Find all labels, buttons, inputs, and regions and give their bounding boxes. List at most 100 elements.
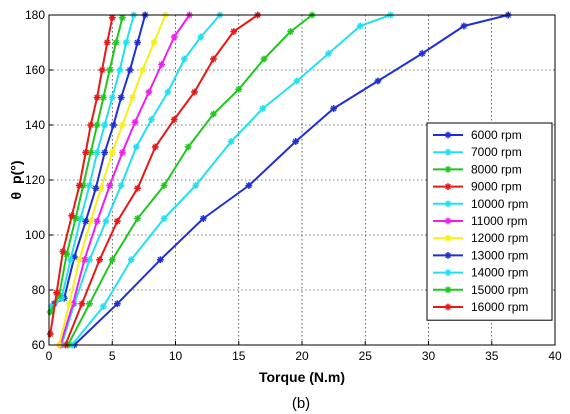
legend-label: 15000 rpm: [471, 283, 528, 297]
legend-entry: 7000 rpm: [433, 145, 522, 159]
data-point: [78, 300, 86, 308]
tick-labels: 0 5 10 15 20 25 30 35 40 60 80 100 120 140 160 180: [25, 8, 562, 363]
data-point: [191, 88, 198, 96]
data-point: [75, 256, 83, 264]
data-point: [117, 94, 125, 101]
data-point: [259, 105, 267, 112]
data-point: [108, 14, 116, 22]
y-tick-label: 60: [32, 338, 46, 352]
data-point: [150, 39, 158, 46]
legend-marker: [444, 252, 452, 259]
data-point: [93, 149, 101, 156]
x-axis-label: Torque (N.m): [259, 369, 345, 385]
data-point: [102, 217, 110, 225]
y-tick-label: 140: [25, 118, 45, 132]
legend-entry: 10000 rpm: [433, 197, 528, 211]
data-point: [260, 55, 268, 63]
legend-marker: [444, 303, 452, 311]
data-point: [53, 289, 60, 297]
data-point: [106, 182, 114, 189]
data-point: [118, 121, 126, 129]
legend-label: 16000 rpm: [471, 300, 528, 314]
legend-marker: [444, 166, 452, 173]
data-point: [235, 85, 243, 93]
legend-marker: [444, 234, 452, 242]
y-axis-label-unit: (°): [8, 160, 24, 175]
data-point: [148, 116, 155, 123]
legend-label: 10000 rpm: [471, 197, 528, 211]
data-point: [70, 253, 78, 261]
series-16000-rpm: [46, 14, 116, 338]
x-tick-label: 5: [109, 349, 116, 363]
data-point: [127, 256, 135, 264]
data-point: [87, 121, 95, 129]
data-point: [101, 121, 109, 129]
data-point: [330, 105, 338, 112]
data-point: [287, 28, 295, 35]
legend-label: 9000 rpm: [471, 180, 522, 194]
legend-marker: [444, 183, 452, 190]
data-point: [117, 182, 125, 189]
data-point: [63, 250, 71, 258]
data-point: [82, 149, 90, 156]
figure-caption: (b): [292, 395, 310, 412]
data-point: [170, 116, 178, 123]
data-point: [86, 182, 93, 189]
data-point: [101, 149, 109, 156]
x-tick-label: 20: [295, 349, 309, 363]
data-point: [103, 39, 111, 46]
legend-marker: [444, 131, 452, 139]
data-point: [113, 300, 121, 308]
data-point: [131, 118, 139, 126]
data-point: [108, 94, 116, 101]
data-point: [99, 94, 107, 101]
legend-entry: 16000 rpm: [433, 300, 528, 314]
data-point: [59, 248, 67, 255]
legend-label: 12000 rpm: [471, 231, 528, 245]
data-point: [92, 184, 100, 192]
data-point: [129, 94, 136, 101]
data-point: [134, 215, 141, 222]
data-point: [108, 256, 116, 264]
data-point: [98, 66, 106, 74]
legend-label: 6000 rpm: [471, 128, 522, 142]
data-point: [145, 88, 153, 96]
data-point: [460, 22, 468, 30]
data-point: [199, 215, 207, 222]
data-point: [82, 217, 90, 225]
legend-entry: 8000 rpm: [433, 162, 522, 176]
axes-box: [48, 14, 556, 346]
data-point: [160, 182, 168, 189]
data-point: [68, 212, 76, 220]
x-tick-label: 10: [169, 349, 183, 363]
data-point: [112, 39, 120, 46]
data-point: [230, 28, 238, 35]
legend-label: 14000 rpm: [471, 266, 528, 280]
data-point: [134, 39, 141, 46]
data-point: [158, 61, 165, 68]
legend: 6000 rpm 7000 rpm 8000 rpm 9000 rpm 10000 rp…: [426, 122, 553, 321]
data-point: [67, 256, 74, 264]
data-point: [122, 39, 130, 46]
data-point: [118, 149, 126, 156]
data-point: [113, 217, 121, 225]
data-point: [65, 300, 73, 308]
x-tick-label: 40: [548, 349, 562, 363]
legend-marker: [444, 269, 452, 276]
data-point: [164, 88, 172, 96]
y-tick-label: 80: [32, 283, 46, 297]
legend-entry: 9000 rpm: [433, 180, 522, 194]
legend-label: 11000 rpm: [471, 214, 527, 228]
data-point: [227, 138, 235, 145]
data-point: [197, 33, 205, 41]
y-axis-label-sub: p: [8, 175, 24, 184]
x-tick-label: 35: [485, 349, 499, 363]
data-point: [108, 149, 116, 156]
legend-entry: 6000 rpm: [433, 128, 522, 142]
legend-marker: [444, 286, 452, 294]
data-point: [99, 303, 107, 310]
y-tick-label: 100: [25, 228, 45, 242]
data-point: [106, 66, 114, 74]
y-axis-label-main: θ: [8, 192, 24, 200]
